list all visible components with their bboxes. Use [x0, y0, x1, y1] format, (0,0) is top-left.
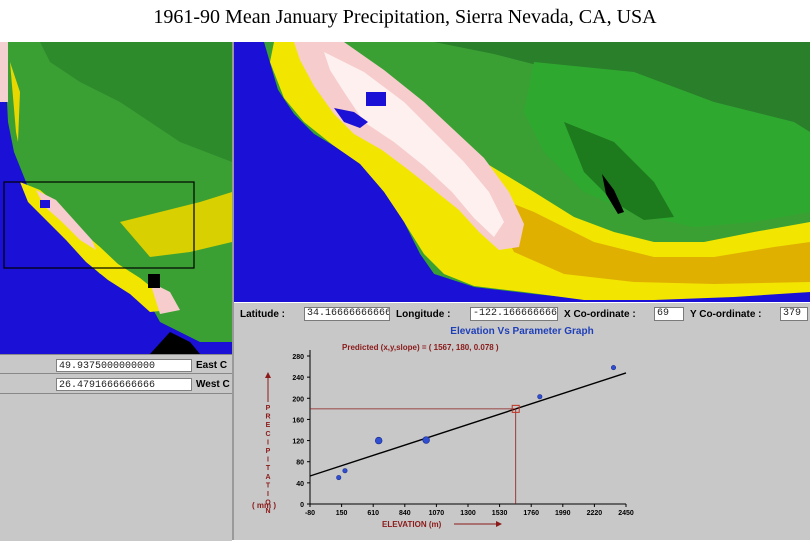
west-coordinate-label: West C [196, 379, 230, 390]
x-coordinate-label: X Co-ordinate : [564, 309, 636, 320]
overview-map[interactable] [0, 42, 232, 354]
east-coordinate-input[interactable]: 49.9375000000000 [56, 359, 192, 372]
latitude-label: Latitude : [240, 309, 285, 320]
left-fields-panel: 49.9375000000000 East C 26.4791666666666… [0, 354, 232, 541]
y-tick-label: 280 [292, 354, 304, 361]
y-axis-label-letter: R [265, 414, 270, 421]
x-tick-label: 150 [336, 510, 348, 517]
y-axis-label-letter: P [266, 405, 271, 412]
y-axis-label-letter: P [266, 448, 271, 455]
longitude-label: Longitude : [396, 309, 451, 320]
x-tick-label: 1070 [429, 510, 445, 517]
data-point [611, 365, 617, 371]
x-tick-label: 1990 [555, 510, 571, 517]
data-point [374, 436, 383, 445]
coordinate-bar: Latitude : 34.1666666666665 Longitude : … [234, 302, 810, 326]
y-tick-label: 200 [292, 396, 304, 403]
y-tick-label: 40 [296, 481, 304, 488]
y-tick-label: 160 [292, 417, 304, 424]
east-coordinate-label: East C [196, 360, 228, 371]
x-tick-label: 840 [399, 510, 411, 517]
y-axis-unit: ( mm ) [252, 501, 276, 510]
y-axis-label-letter: T [266, 482, 271, 489]
y-axis-label-letter: I [267, 439, 269, 446]
x-axis-label: ELEVATION (m) [382, 520, 442, 529]
data-point [342, 468, 348, 474]
west-coordinate-input[interactable]: 26.4791666666666 [56, 378, 192, 391]
longitude-input[interactable]: -122.1666666666667 [470, 307, 558, 321]
y-tick-label: 0 [300, 502, 304, 509]
y-axis-label-letter: O [265, 500, 271, 507]
x-tick-label: 1760 [523, 510, 539, 517]
y-axis-label-letter: N [265, 508, 270, 515]
west-coordinate-row: 26.4791666666666 West C [0, 376, 232, 394]
y-tick-label: 80 [296, 460, 304, 467]
x-axis-arrowhead-icon [496, 521, 502, 527]
x-tick-label: 2220 [587, 510, 603, 517]
x-tick-label: 2450 [618, 510, 634, 517]
slide-title: 1961-90 Mean January Precipitation, Sier… [153, 6, 657, 28]
y-axis-label-letter: E [266, 422, 271, 429]
predicted-annotation: Predicted (x,y,slope) = ( 1567, 180, 0.0… [342, 343, 499, 352]
x-tick-label: 1530 [492, 510, 508, 517]
predicted-marker [511, 404, 520, 413]
data-point [422, 436, 430, 444]
y-axis-arrowhead-icon [265, 372, 271, 378]
y-axis-label-letter: T [266, 465, 271, 472]
data-point [537, 394, 543, 400]
detail-map[interactable] [234, 42, 810, 302]
y-axis-label-letter: I [267, 491, 269, 498]
y-coordinate-label: Y Co-ordinate : [690, 309, 762, 320]
panel-divider[interactable] [232, 42, 234, 540]
x-tick-label: -80 [305, 510, 315, 517]
graph-title: Elevation Vs Parameter Graph [234, 325, 810, 338]
elevation-parameter-graph: 0 40 80 120 160 200 240 280 -80 150 610 840 1070 130… [234, 338, 810, 540]
y-axis-label-letter: I [267, 457, 269, 464]
x-tick-label: 1300 [460, 510, 476, 517]
y-axis-label-letter: A [265, 474, 270, 481]
chart-svg: 0 40 80 120 160 200 240 280 -80 150 610 840 1070 130… [252, 343, 634, 529]
y-axis-label-letter: C [265, 431, 270, 438]
data-point [336, 475, 342, 481]
x-coordinate-input[interactable]: 69 [654, 307, 684, 321]
fit-line [309, 372, 627, 477]
y-tick-label: 120 [292, 439, 304, 446]
y-tick-label: 240 [292, 375, 304, 382]
y-coordinate-input[interactable]: 379 [780, 307, 808, 321]
east-coordinate-row: 49.9375000000000 East C [0, 357, 232, 375]
x-tick-label: 610 [367, 510, 379, 517]
latitude-input[interactable]: 34.1666666666665 [304, 307, 390, 321]
